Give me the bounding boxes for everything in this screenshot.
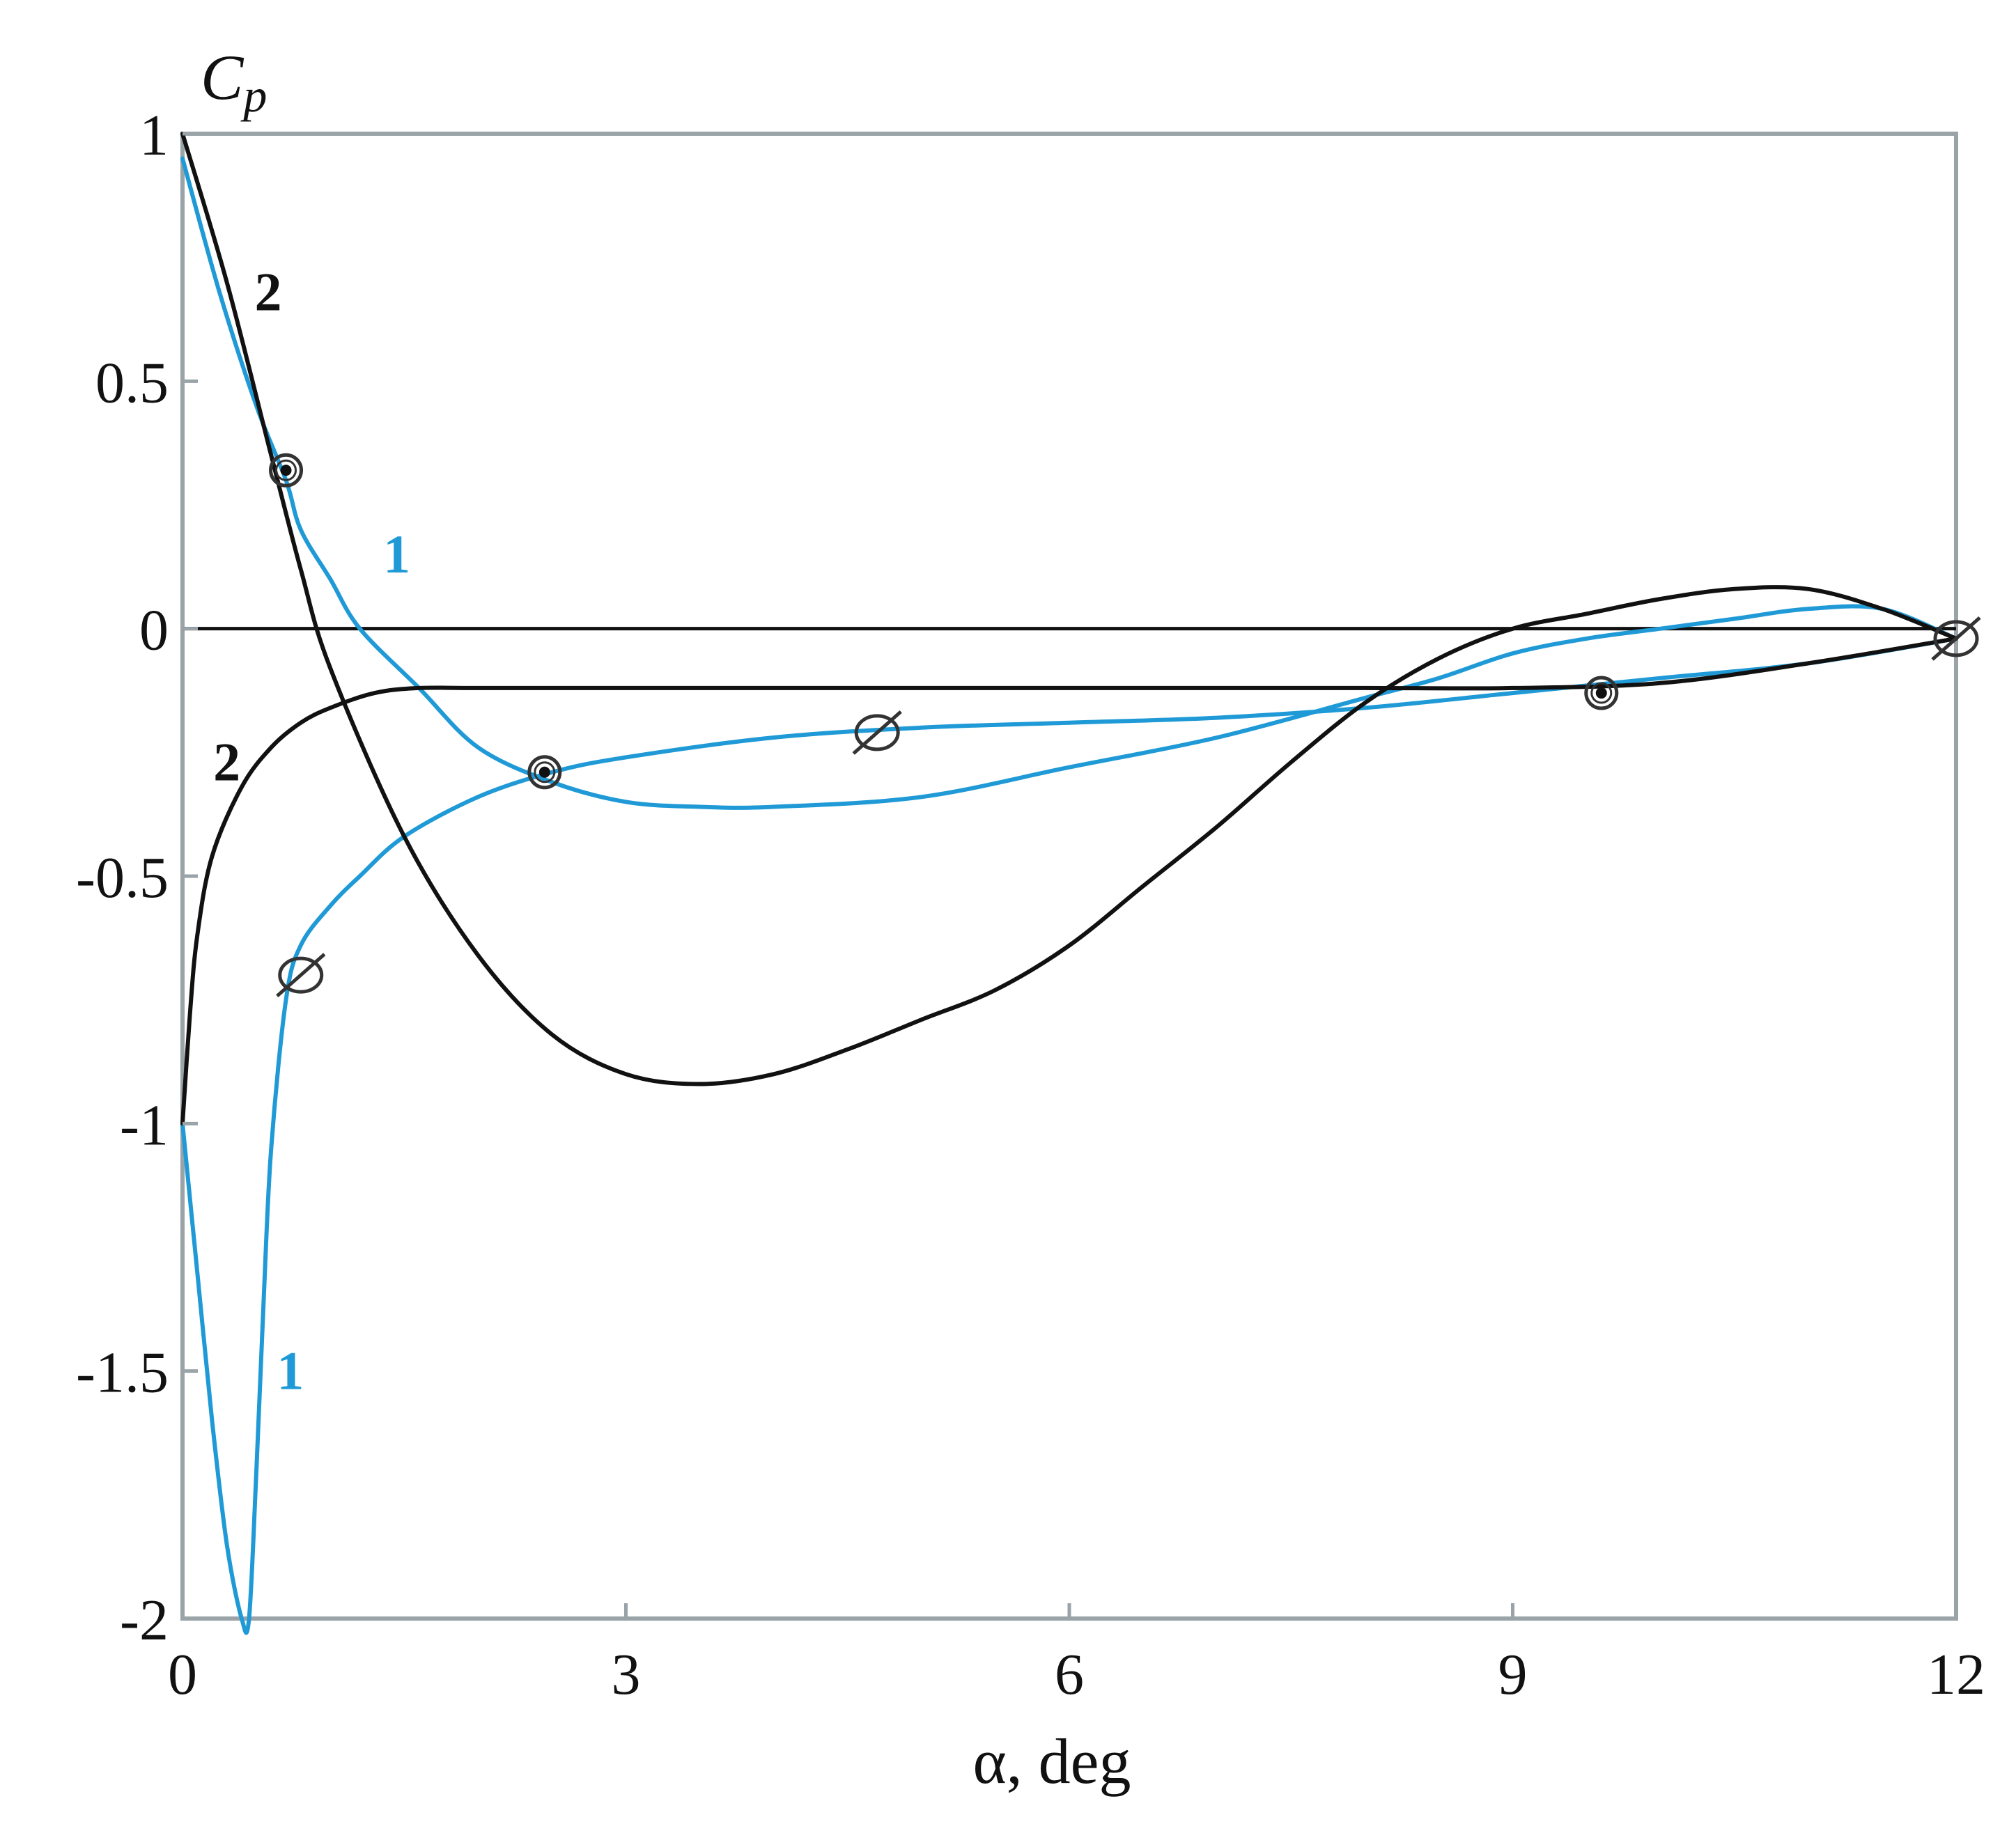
data-point-dotted-circle [1584, 676, 1619, 710]
marker-dot [1595, 687, 1607, 699]
x-tick-label: 9 [1498, 1642, 1528, 1707]
plot-frame [180, 132, 1958, 1621]
marker-inner-ring [275, 459, 297, 481]
marker-outer-ring [269, 453, 304, 488]
curve-labels-layer: 2 1 2 1 [213, 261, 410, 1401]
series-line-2-upper [180, 132, 1958, 1086]
marker-slash [276, 953, 326, 998]
series-line-1-upper [180, 156, 1958, 810]
data-point-dotted-circle [269, 453, 304, 488]
x-tick-label: 12 [1927, 1642, 1985, 1707]
data-point-crossed-circle [852, 710, 902, 755]
marker-inner-ring [1590, 682, 1613, 704]
x-axis-title: α, deg [972, 1726, 1131, 1797]
marker-outer-ring [527, 755, 562, 790]
y-tick-label: -1 [120, 1093, 169, 1157]
marker-dot [538, 766, 550, 778]
curve-number-label: 2 [213, 732, 240, 793]
data-point-dotted-circle [527, 755, 562, 790]
data-point-crossed-circle [1931, 616, 1981, 661]
marker-ring [278, 956, 324, 994]
x-tick-label: 6 [1055, 1642, 1084, 1707]
y-tick-label: -1.5 [76, 1341, 169, 1405]
data-point-crossed-circle [276, 953, 326, 998]
y-axis-title-sub: p [240, 69, 267, 122]
x-tick-label: 3 [612, 1642, 641, 1707]
series-line-1-lower [180, 636, 1958, 1635]
curve-number-label: 2 [255, 261, 282, 322]
marker-slash [852, 710, 902, 755]
marker-inner-ring [534, 761, 556, 784]
marker-ring [854, 714, 900, 751]
curve-number-label: 1 [383, 524, 410, 584]
series-line-2-lower [180, 636, 1958, 1126]
plot-frame-layer [180, 132, 1958, 1621]
marker-slash [1931, 616, 1981, 661]
y-tick-label: -0.5 [76, 845, 169, 910]
marker-outer-ring [1584, 676, 1619, 710]
y-axis-title-main: C [201, 42, 245, 113]
y-tick-label: 1 [139, 103, 169, 168]
x-tick-label: 0 [168, 1642, 197, 1707]
y-axis-title: Cp [201, 42, 267, 122]
marker-dot [280, 465, 292, 476]
curves-layer [180, 132, 1958, 1635]
markers-layer [269, 453, 1981, 998]
y-tick-label: 0 [139, 598, 169, 663]
y-tick-label: 0.5 [95, 350, 169, 415]
marker-ring [1933, 620, 1979, 657]
y-tick-label: -2 [120, 1588, 169, 1653]
curve-number-label: 1 [277, 1341, 304, 1401]
